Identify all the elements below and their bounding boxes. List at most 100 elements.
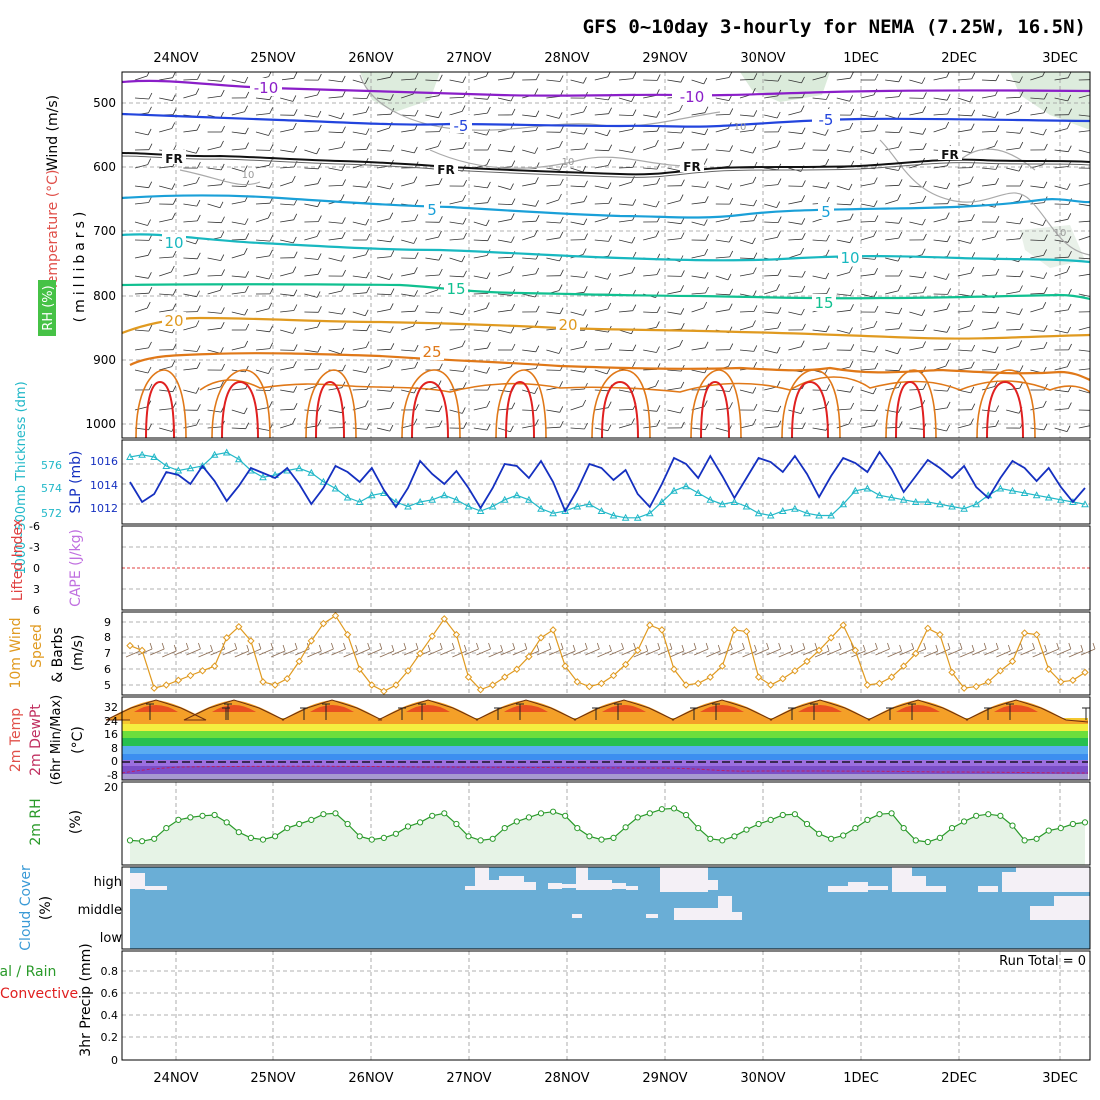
- upper-barb-flag: [244, 308, 249, 316]
- upper-barb: [425, 311, 440, 314]
- thickness-marker: [295, 464, 304, 472]
- upper-barb-flag: [777, 178, 782, 185]
- upper-barb: [255, 308, 269, 313]
- upper-barb-flag: [196, 124, 201, 131]
- upper-barb-flag: [342, 269, 346, 277]
- upper-barb-flag: [366, 423, 370, 430]
- bottom-date-0: 24NOV: [153, 1071, 198, 1086]
- upper-barb-flag: [463, 232, 467, 240]
- upper-barb-flag: [364, 77, 369, 84]
- upper-barb: [425, 114, 439, 119]
- upper-barb-flag: [849, 266, 853, 273]
- surface-barb-flag: [923, 642, 927, 650]
- upper-barb-flag: [680, 308, 685, 315]
- upper-barb: [231, 311, 245, 316]
- upper-barb: [207, 184, 222, 187]
- rh-marker: [163, 825, 170, 832]
- upper-barb: [207, 79, 222, 82]
- upper-barb-flag: [293, 344, 298, 351]
- upper-barb-flag: [897, 112, 902, 119]
- upper-barb: [183, 182, 197, 187]
- upper-barb-flag: [728, 235, 733, 243]
- upper-barb-flag: [680, 141, 685, 148]
- surface-barb: [609, 648, 624, 656]
- upper-barb-flag: [705, 143, 709, 150]
- upper-barb: [957, 349, 972, 352]
- upper-barb-flag: [1067, 72, 1072, 78]
- upper-barb: [304, 149, 317, 155]
- thickness-marker: [863, 484, 872, 492]
- rh-marker: [997, 812, 1004, 819]
- upper-barb-flag: [848, 417, 853, 425]
- upper-barb: [764, 184, 779, 187]
- surface-barb: [839, 648, 854, 656]
- upper-barb: [328, 167, 342, 171]
- rh-marker: [888, 810, 895, 817]
- upper-barb: [764, 311, 779, 314]
- thickness-marker: [355, 497, 364, 505]
- upper-barb: [1054, 77, 1069, 81]
- upper-barb-flag: [608, 107, 612, 114]
- upper-barb: [933, 329, 948, 333]
- upper-barb-flag: [293, 72, 298, 79]
- upper-barb-flag: [245, 142, 249, 149]
- upper-barb-flag: [1019, 127, 1024, 134]
- upper-barb: [812, 406, 826, 411]
- upper-barb: [546, 79, 561, 82]
- upper-barb-flag: [318, 73, 322, 81]
- upper-barb-flag: [269, 144, 274, 151]
- upper-barb-flag: [874, 215, 879, 222]
- thickness-marker: [525, 495, 533, 503]
- upper-barb: [401, 310, 416, 313]
- upper-barb: [643, 183, 657, 187]
- label-fr-b: FR: [437, 163, 454, 177]
- upper-barb-flag: [729, 385, 733, 392]
- label-plus15-b: 15: [814, 294, 833, 312]
- wind-speed-marker: [754, 673, 763, 681]
- upper-barb: [909, 111, 923, 116]
- upper-barb: [1030, 239, 1045, 241]
- upper-barb-flag: [607, 273, 611, 280]
- upper-barb-flag: [221, 307, 225, 314]
- upper-barb-flag: [656, 346, 660, 353]
- upper-barb-flag: [317, 124, 322, 132]
- upper-barb-flag: [365, 341, 370, 348]
- rh-marker: [586, 833, 593, 840]
- upper-barb: [1054, 218, 1068, 223]
- surface-barb-flag: [367, 642, 371, 650]
- contour-fr: [122, 152, 1090, 176]
- upper-barb: [1006, 238, 1021, 241]
- surface-barb: [125, 650, 141, 658]
- upper-barb: [159, 128, 172, 133]
- upper-barb-flag: [245, 233, 250, 240]
- upper-barb-flag: [414, 214, 419, 221]
- upper-barb-flag: [291, 175, 296, 183]
- upper-barb: [1030, 427, 1045, 431]
- thickness-marker: [343, 493, 352, 501]
- upper-barb: [134, 254, 149, 259]
- upper-barb: [812, 97, 827, 100]
- upper-barb-flag: [462, 76, 467, 83]
- upper-barb: [231, 275, 246, 278]
- upper-barb: [473, 275, 488, 279]
- rh-marker: [924, 838, 931, 846]
- surface-barb-flag: [875, 642, 878, 650]
- upper-barb: [473, 308, 487, 313]
- upper-barb-flag: [148, 423, 152, 430]
- upper-barb-flag: [825, 182, 830, 189]
- rh-marker: [453, 820, 460, 828]
- upper-barb-flag: [390, 197, 395, 205]
- upper-barb: [981, 167, 996, 170]
- upper-barb-flag: [366, 195, 370, 203]
- upper-barb-flag: [243, 248, 248, 255]
- cloud-block: [1002, 872, 1016, 892]
- upper-barb-flag: [995, 163, 1000, 170]
- surface-barb: [706, 650, 721, 658]
- upper-barb-flag: [656, 268, 661, 275]
- cloud-block: [588, 880, 612, 890]
- upper-barb-flag: [753, 110, 758, 117]
- upper-barb: [812, 239, 827, 242]
- bottom-date-7: 1DEC: [843, 1071, 879, 1086]
- temp-tick-8: 8: [111, 742, 118, 755]
- upper-barb: [885, 147, 899, 151]
